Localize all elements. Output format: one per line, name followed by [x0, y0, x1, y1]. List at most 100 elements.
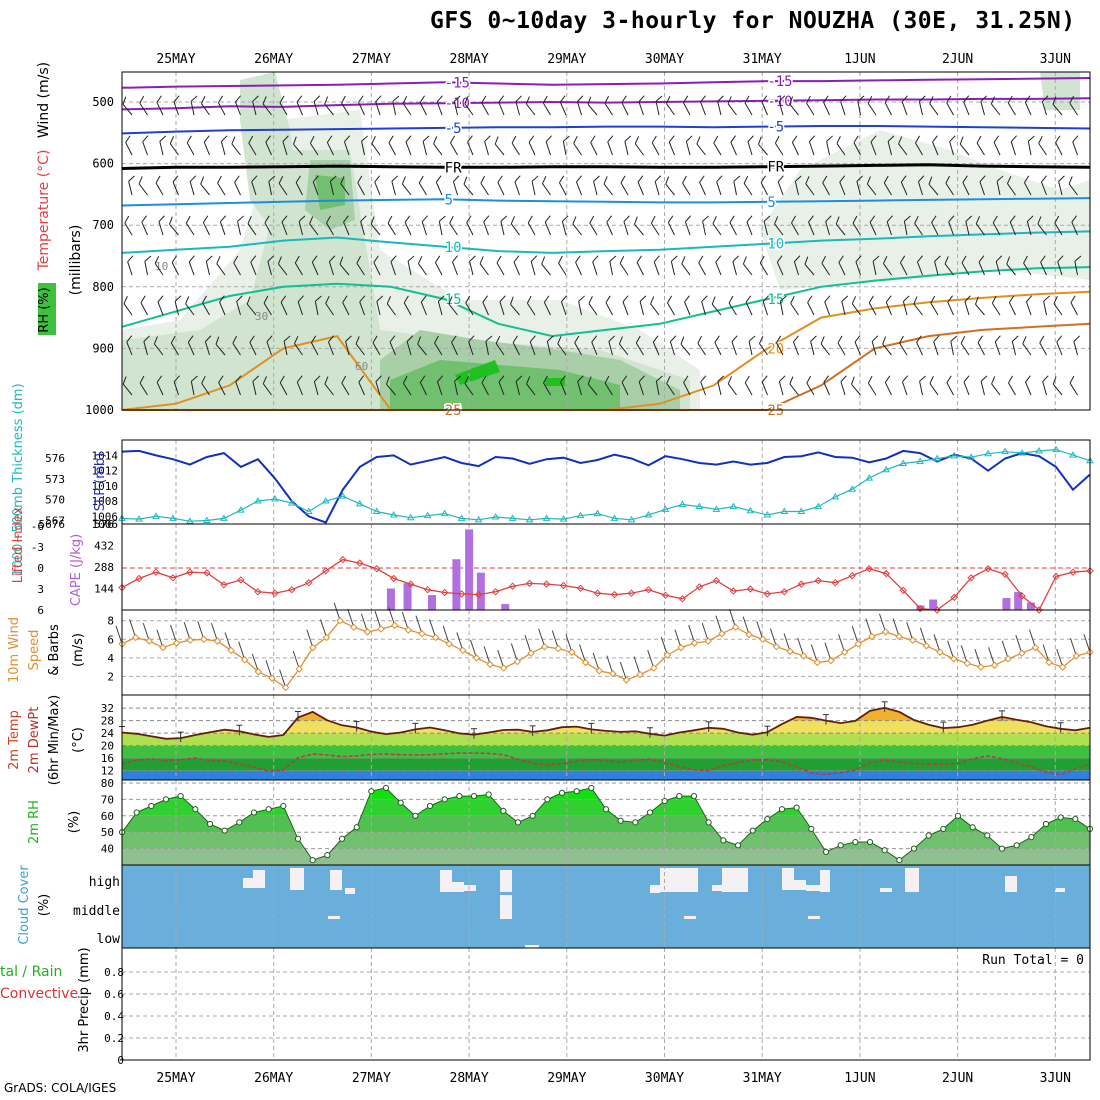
wind-barb-shaft — [296, 101, 303, 116]
data-point — [925, 832, 932, 839]
wind-barb-shaft — [793, 261, 799, 276]
wind-barb-shaft — [392, 101, 396, 116]
wind-barb-flag — [742, 256, 747, 265]
data-point — [186, 517, 194, 524]
wind-barb-flag — [680, 336, 685, 345]
wind-barb-shaft — [514, 181, 520, 196]
wind-barb-shaft — [201, 103, 210, 116]
data-point — [731, 623, 740, 631]
rh-shade-region — [760, 130, 1090, 290]
wind-barb-shaft — [251, 181, 257, 196]
wind-barb-flag — [280, 295, 287, 303]
data-point — [236, 819, 243, 826]
data-point — [382, 784, 390, 792]
wind-barb-shaft — [1009, 221, 1016, 236]
top-date-label: 25MAY — [156, 52, 195, 67]
wind-barb-shaft — [711, 303, 722, 316]
ytick-label: 1006 — [92, 518, 119, 531]
wind-barb — [442, 625, 450, 645]
axis-title: (6hr Min/Max) — [47, 695, 62, 785]
axis-title: (%) — [37, 894, 52, 917]
wind-barb-flag — [993, 135, 1000, 143]
ytick-label: 16 — [101, 752, 114, 765]
data-point — [661, 505, 670, 512]
wind-barb — [1025, 295, 1033, 316]
data-point — [663, 651, 672, 659]
wind-barb-flag — [578, 295, 585, 302]
wind-barb-shaft — [1037, 223, 1047, 236]
wind-barb-shaft — [808, 221, 815, 236]
ytick-label: 60 — [101, 810, 114, 823]
wind-barb-flag — [437, 375, 444, 383]
wind-barb — [960, 335, 970, 356]
top-date-label: 28MAY — [450, 52, 489, 67]
wind-barb-flag — [980, 375, 988, 382]
data-point — [1069, 568, 1077, 576]
wind-barb-shaft — [263, 302, 272, 316]
wind-barb-flag — [563, 135, 570, 142]
temperature-contour — [121, 77, 1091, 89]
wind-barb-shaft — [185, 303, 195, 316]
wind-barb-flag — [729, 215, 735, 223]
wind-barb-flag — [979, 175, 986, 183]
wind-barb-shaft — [1041, 181, 1047, 196]
wind-barb-flag — [141, 215, 147, 223]
wind-barb — [776, 255, 784, 276]
wind-barb-flag — [1038, 135, 1043, 144]
wind-barb-flag — [542, 95, 548, 104]
data-point — [695, 502, 704, 510]
wind-barb-shaft — [200, 183, 210, 196]
bottom-date-axis: 25MAY 26MAY 27MAY 28MAY 29MAY 30MAY 31MAY 1JUN 2… — [156, 1071, 1071, 1086]
wind-barb-shaft — [992, 222, 1001, 236]
data-point — [131, 633, 140, 642]
wind-barb — [283, 335, 291, 356]
wind-barb — [1072, 135, 1079, 156]
cloud-block — [794, 880, 806, 890]
ytick-label: 70 — [101, 793, 114, 806]
wind-barb-flag — [1040, 255, 1046, 263]
wind-barb-shaft — [173, 381, 179, 396]
wind-barb-shaft — [946, 102, 954, 116]
wind-barb-flag — [561, 295, 568, 303]
data-point — [372, 507, 381, 514]
wind-barb-shaft — [1024, 102, 1032, 116]
wind-barb — [901, 95, 908, 116]
wind-barb — [988, 647, 996, 666]
data-point — [865, 564, 873, 573]
wind-barb-flag — [448, 296, 453, 305]
wind-barb — [371, 136, 381, 156]
wind-barb — [605, 295, 613, 316]
wind-barb-flag — [531, 175, 539, 182]
wind-barb — [947, 295, 954, 316]
wind-barb-flag — [696, 136, 701, 145]
wind-barb — [485, 335, 493, 356]
wind-barb — [1028, 629, 1036, 648]
wind-barb-flag — [309, 216, 314, 225]
wind-barb-shaft — [980, 101, 985, 116]
ytick-label: 20 — [101, 740, 114, 753]
wind-barb-flag — [341, 95, 346, 104]
wind-barb — [329, 175, 337, 196]
wind-barb — [965, 215, 973, 236]
wind-barb — [1041, 175, 1047, 196]
data-point — [797, 580, 806, 588]
wind-barb-flag — [159, 135, 167, 142]
chart-title: GFS 0~10day 3-hourly for NOUZHA (30E, 31… — [430, 8, 1076, 34]
data-point — [840, 648, 849, 656]
axis-title: RH (%) — [37, 287, 52, 332]
bottom-date-label: 29MAY — [547, 1071, 586, 1086]
top-date-label: 30MAY — [645, 52, 684, 67]
wind-barb-shaft — [650, 222, 660, 236]
wind-barb-flag — [825, 215, 832, 222]
wind-barb — [1008, 295, 1016, 316]
data-point — [350, 623, 358, 631]
data-point — [933, 606, 941, 614]
wind-barb-shaft — [666, 383, 675, 396]
wind-barb-flag — [806, 375, 812, 384]
wind-barb — [183, 622, 191, 641]
wind-barb — [715, 615, 723, 634]
wind-barb-flag — [236, 295, 243, 302]
wind-barb — [867, 375, 877, 396]
wind-barb — [142, 622, 150, 642]
wind-barb-shaft — [450, 142, 458, 156]
